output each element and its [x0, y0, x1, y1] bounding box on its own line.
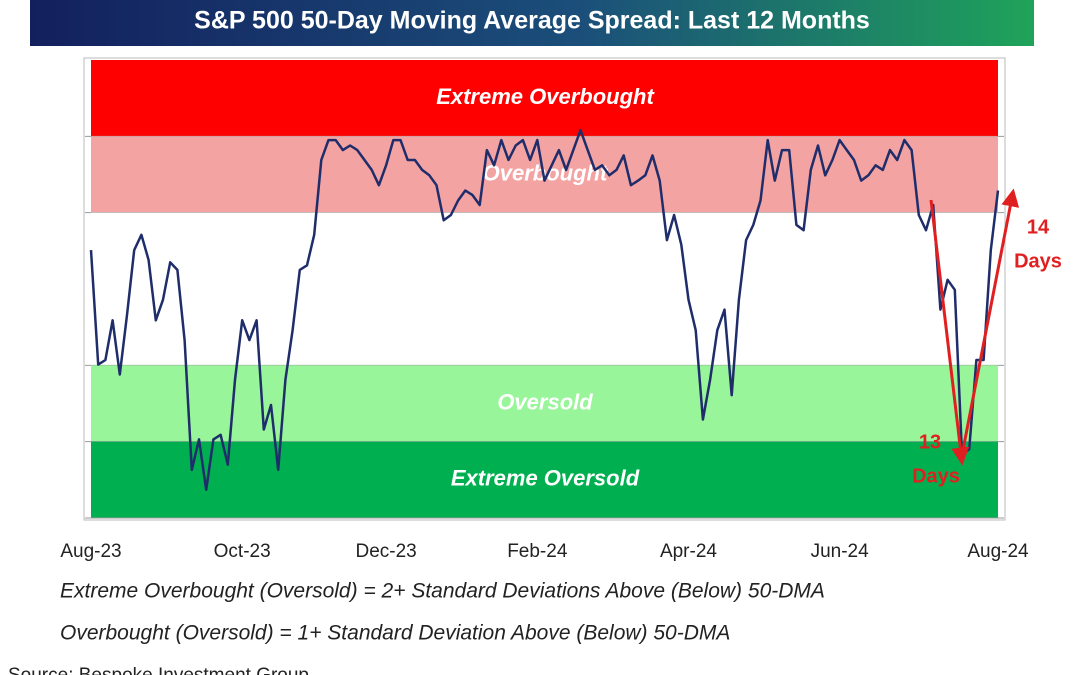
x-tick-label: Oct-23 — [214, 541, 271, 562]
footnote: Extreme Overbought (Oversold) = 2+ Stand… — [60, 580, 825, 603]
band-label: Oversold — [497, 389, 593, 414]
x-tick-label: Feb-24 — [507, 541, 568, 562]
line — [89, 128, 1000, 492]
arrow — [929, 199, 970, 466]
band-label: Extreme Oversold — [451, 466, 640, 491]
x-tick-label: Jun-24 — [811, 541, 870, 562]
annotation: 14 — [1027, 216, 1050, 238]
band-label: Overbought — [483, 160, 609, 185]
x-tick-label: Apr-24 — [660, 541, 717, 562]
chart-title: S&P 500 50-Day Moving Average Spread: La… — [194, 7, 870, 35]
band — [91, 441, 998, 518]
arrow — [960, 188, 1020, 456]
band — [91, 365, 998, 442]
source: Source: Bespoke Investment Group — [8, 665, 309, 675]
annotation: Days — [1014, 250, 1062, 272]
annotation: Days — [912, 465, 960, 487]
plot-frame — [83, 57, 1006, 521]
annotation: 13 — [919, 431, 941, 453]
x-tick-label: Aug-23 — [60, 541, 121, 562]
band — [91, 60, 998, 137]
footnote: Overbought (Oversold) = 1+ Standard Devi… — [60, 622, 730, 645]
x-tick-label: Aug-24 — [967, 541, 1029, 562]
band — [91, 212, 998, 366]
x-tick-label: Dec-23 — [356, 541, 417, 562]
band-label: Extreme Overbought — [436, 84, 655, 109]
title-bar — [30, 0, 1034, 46]
